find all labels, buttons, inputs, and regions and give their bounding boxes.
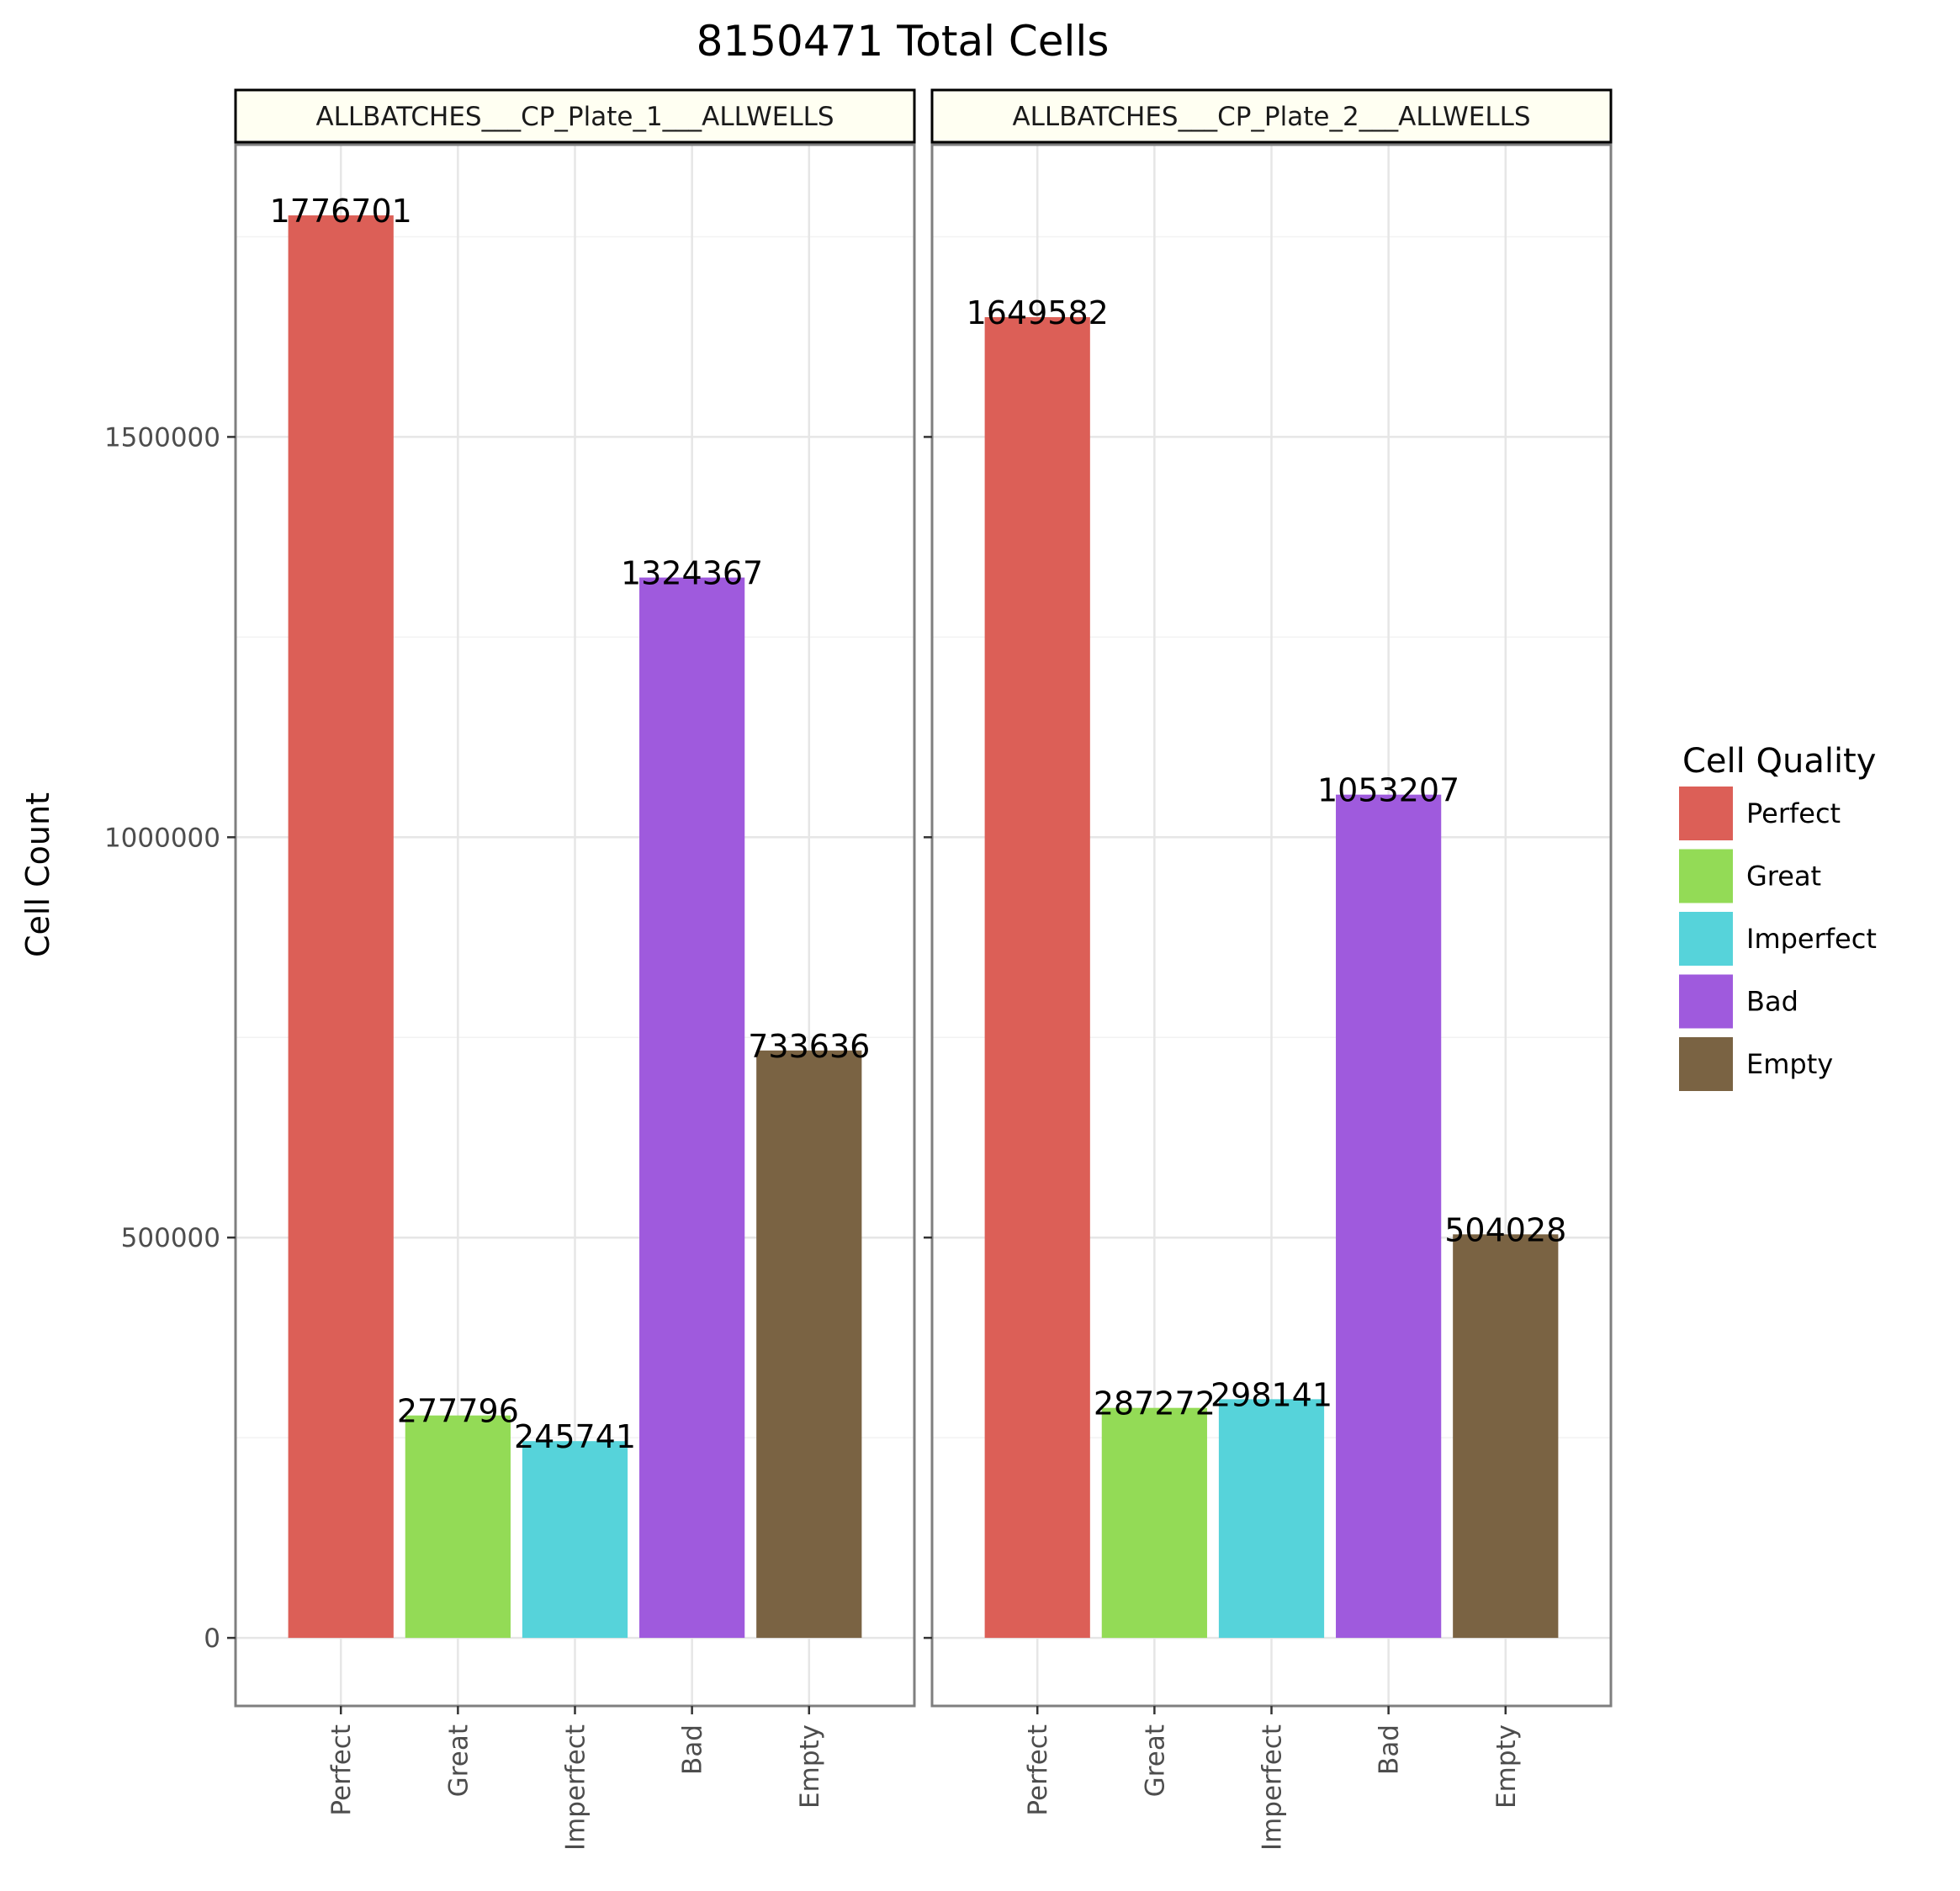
legend-label: Great xyxy=(1746,861,1821,893)
value-label: 1324367 xyxy=(621,555,763,592)
x-tick-label: Great xyxy=(1140,1724,1170,1797)
bar-bad xyxy=(639,577,745,1639)
value-label: 1776701 xyxy=(270,193,412,230)
bar-great xyxy=(1101,1407,1207,1639)
bar-great xyxy=(405,1415,511,1639)
bar-perfect xyxy=(984,317,1090,1639)
bar-empty xyxy=(756,1050,862,1639)
value-label: 733636 xyxy=(748,1028,870,1065)
x-tick-label: Empty xyxy=(1491,1724,1522,1809)
x-tick-label: Imperfect xyxy=(1258,1724,1288,1851)
value-label: 245741 xyxy=(514,1418,636,1455)
value-label: 287272 xyxy=(1094,1385,1216,1422)
value-label: 277796 xyxy=(397,1393,519,1430)
strip-label: ALLBATCHES___CP_Plate_2___ALLWELLS xyxy=(1012,102,1530,132)
bar-bad xyxy=(1336,794,1442,1639)
x-tick-label: Perfect xyxy=(326,1724,357,1816)
y-tick-label: 0 xyxy=(204,1624,220,1654)
legend-swatch-empty xyxy=(1679,1037,1733,1091)
y-axis-label: Cell Count xyxy=(19,792,56,957)
bar-imperfect xyxy=(522,1441,628,1639)
legend: Cell Quality Perfect Great Imperfect Bad Emp… xyxy=(1679,742,1877,1091)
bar-empty xyxy=(1453,1234,1559,1639)
y-tick-label: 1500000 xyxy=(104,422,220,453)
chart-title: 8150471 Total Cells xyxy=(697,17,1110,66)
y-tick-label: 500000 xyxy=(121,1223,220,1253)
bar-perfect xyxy=(288,215,394,1639)
x-tick-label: Bad xyxy=(1375,1724,1405,1775)
legend-label: Empty xyxy=(1746,1048,1833,1080)
value-label: 1649582 xyxy=(967,294,1109,331)
legend-swatch-bad xyxy=(1679,974,1733,1029)
x-tick-label: Great xyxy=(443,1724,474,1797)
x-tick-label: Empty xyxy=(795,1724,825,1809)
y-tick-label: 1000000 xyxy=(104,823,220,853)
bar-imperfect xyxy=(1218,1399,1325,1639)
legend-entries: Perfect Great Imperfect Bad Empty xyxy=(1679,787,1877,1091)
x-tick-label: Perfect xyxy=(1023,1724,1053,1816)
x-tick-label: Imperfect xyxy=(561,1724,591,1851)
strip-label: ALLBATCHES___CP_Plate_1___ALLWELLS xyxy=(315,102,834,132)
strip-background xyxy=(234,88,916,144)
legend-swatch-great xyxy=(1679,849,1733,903)
value-label: 298141 xyxy=(1210,1376,1332,1413)
legend-title: Cell Quality xyxy=(1682,742,1876,781)
value-label: 504028 xyxy=(1444,1211,1566,1248)
legend-swatch-imperfect xyxy=(1679,912,1733,966)
value-label: 1053207 xyxy=(1317,772,1459,809)
legend-label: Bad xyxy=(1746,986,1798,1018)
legend-swatch-perfect xyxy=(1679,787,1733,840)
strip-background xyxy=(930,88,1613,144)
legend-label: Imperfect xyxy=(1746,923,1877,955)
x-tick-label: Bad xyxy=(678,1724,708,1775)
legend-label: Perfect xyxy=(1746,797,1841,829)
